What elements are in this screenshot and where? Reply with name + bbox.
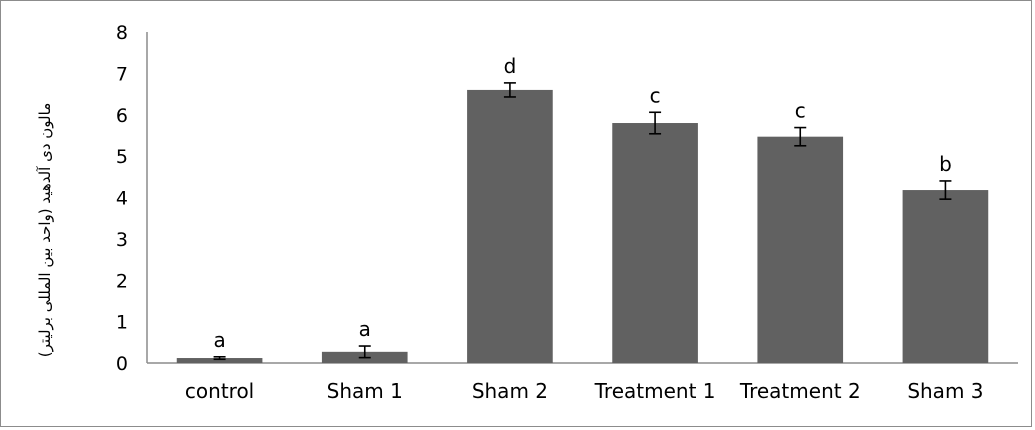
significance-label: c (650, 83, 661, 107)
y-tick-label: 3 (116, 229, 128, 251)
y-tick-label: 5 (116, 146, 128, 168)
error-bar (794, 126, 807, 147)
error-bar (503, 82, 516, 98)
x-tick-label: Sham 1 (327, 379, 403, 403)
bar-series: a a d c c b (176, 54, 989, 364)
y-tick-label: 2 (116, 270, 128, 292)
significance-label: d (504, 54, 517, 78)
significance-label: a (359, 317, 371, 341)
significance-label: b (939, 152, 952, 176)
y-tick-label: 1 (116, 312, 128, 334)
error-bar (649, 111, 662, 135)
y-axis: 0 1 2 3 4 5 6 7 8 (116, 22, 148, 375)
bar (612, 123, 698, 364)
y-tick-label: 4 (116, 188, 128, 210)
error-bar (213, 355, 226, 361)
error-bar (358, 345, 371, 359)
error-bar (939, 180, 952, 200)
x-tick-label: control (185, 379, 254, 403)
bar (757, 136, 844, 363)
bar (467, 89, 553, 364)
x-tick-labels: control Sham 1 Sham 2 Treatment 1 Treatment … (185, 379, 984, 403)
y-tick-label: 7 (116, 63, 128, 85)
y-tick-label: 8 (116, 22, 128, 44)
significance-label: a (213, 328, 225, 352)
y-tick-label: 6 (116, 105, 128, 127)
bar (902, 190, 989, 363)
x-tick-label: Treatment 1 (594, 379, 716, 403)
y-tick-label: 0 (116, 353, 128, 375)
x-tick-label: Sham 2 (472, 379, 548, 403)
bar (176, 358, 263, 363)
significance-label: c (795, 99, 806, 123)
x-tick-label: Treatment 2 (739, 379, 861, 403)
x-tick-label: Sham 3 (907, 379, 983, 403)
y-tick-labels: 0 1 2 3 4 5 6 7 8 (116, 22, 128, 375)
y-axis-label: مالون دی آلدهید (واحد بین المللی برلیتر) (36, 103, 54, 357)
